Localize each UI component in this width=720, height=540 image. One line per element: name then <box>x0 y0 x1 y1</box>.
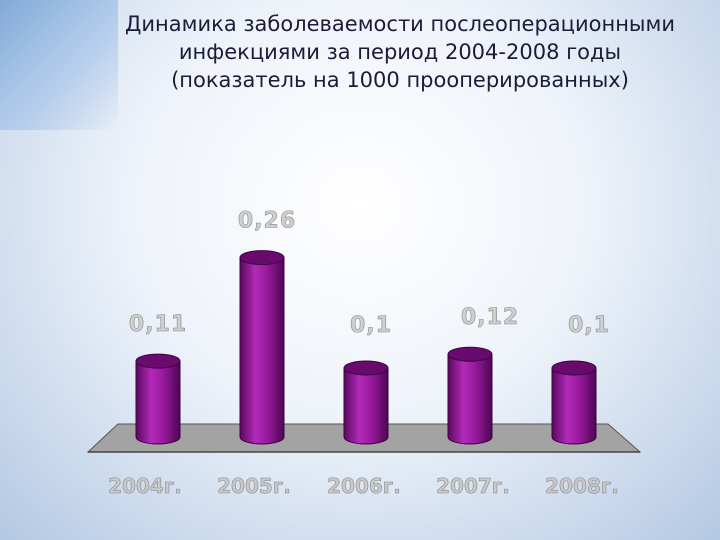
bar-body <box>447 353 493 445</box>
category-label: 2007г. <box>436 474 510 498</box>
bar-top <box>343 360 389 376</box>
value-label: 0,12 <box>461 305 519 330</box>
bar-body <box>343 367 389 445</box>
title-line-1: Динамика заболеваемости послеоперационны… <box>125 12 675 36</box>
bar-2004г. <box>135 353 181 445</box>
value-label: 0,1 <box>568 313 610 338</box>
bar-2006г. <box>343 360 389 445</box>
title-line-3: (показатель на 1000 прооперированных) <box>171 68 629 92</box>
bar-body <box>135 360 181 445</box>
value-label: 0,1 <box>350 313 392 338</box>
category-label: 2004г. <box>108 474 182 498</box>
bar-body <box>239 257 285 445</box>
category-label: 2008г. <box>545 474 619 498</box>
bar-body <box>551 367 597 445</box>
value-label: 0,11 <box>129 312 187 337</box>
slide-title: Динамика заболеваемости послеоперационны… <box>100 10 700 94</box>
bar-top <box>447 346 493 362</box>
category-label: 2005г. <box>217 474 291 498</box>
bar-2007г. <box>447 346 493 445</box>
surgeon-photo <box>0 0 118 130</box>
bar-2008г. <box>551 360 597 445</box>
category-label: 2006г. <box>327 474 401 498</box>
bar-top <box>551 360 597 376</box>
bar-2005г. <box>239 250 285 445</box>
title-line-2: инфекциями за период 2004-2008 годы <box>178 40 622 64</box>
bar-top <box>239 250 285 266</box>
bar-top <box>135 353 181 369</box>
value-label: 0,26 <box>238 209 296 234</box>
